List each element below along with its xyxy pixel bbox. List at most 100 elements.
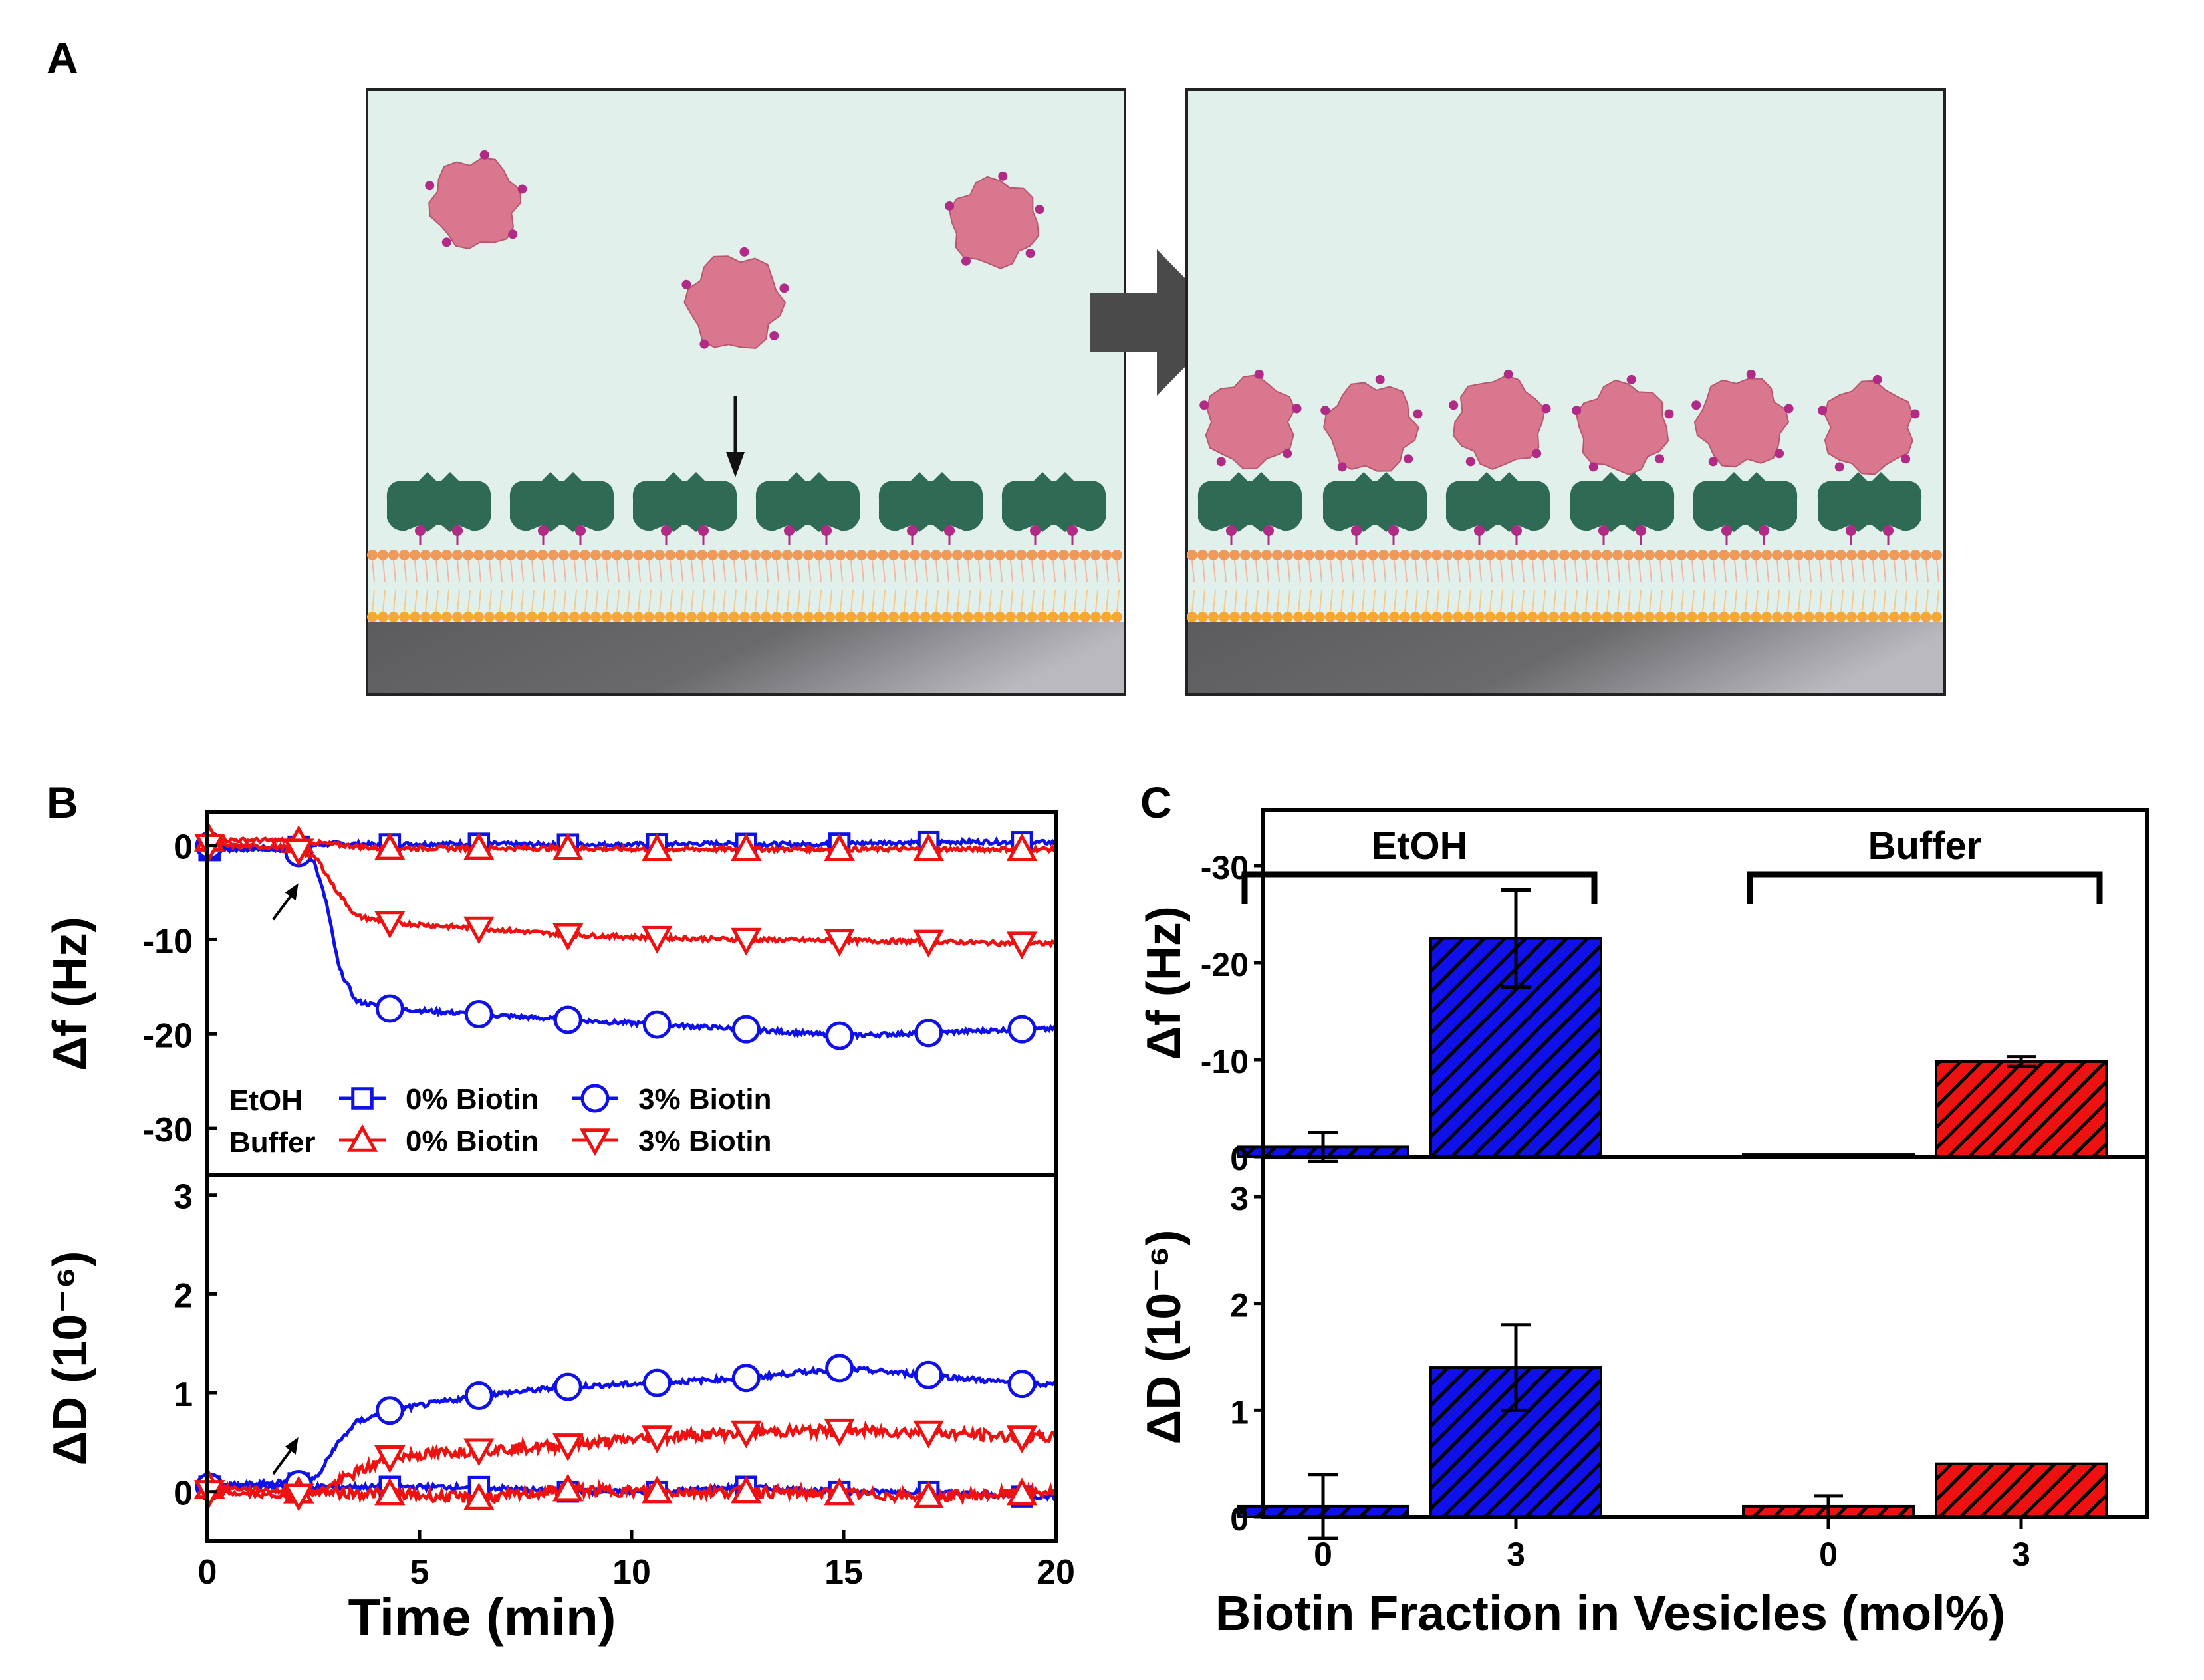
- series-line-triangle-down: [207, 1419, 1058, 1502]
- lipid-head: [1005, 550, 1016, 560]
- lipid-head: [473, 550, 484, 560]
- lipid-head: [1644, 612, 1655, 622]
- lipid-head: [793, 612, 803, 622]
- lipid-head: [846, 550, 856, 560]
- lipid-head: [1921, 550, 1931, 560]
- legend-entry-label: 0% Biotin: [406, 1125, 539, 1157]
- lipid-head: [484, 550, 495, 560]
- lipid-head: [1187, 550, 1197, 560]
- lipid-head: [1336, 612, 1346, 622]
- protein-icon: [1205, 374, 1296, 470]
- lipid-head: [1825, 550, 1836, 560]
- lipid-head: [410, 550, 420, 560]
- lipid-head: [1293, 612, 1304, 622]
- lipid-head: [1197, 612, 1208, 622]
- lipid-head: [1612, 612, 1623, 622]
- data-marker-circle: [464, 999, 493, 1028]
- lipid-head: [1112, 612, 1122, 622]
- lipid-head: [665, 612, 675, 622]
- data-marker-triangle-down: [374, 911, 406, 939]
- lipid-head: [388, 550, 399, 560]
- x-tick-label: 10: [612, 1553, 651, 1592]
- lipid-head: [463, 612, 473, 622]
- lipid-head: [633, 612, 644, 622]
- lipid-head: [1027, 550, 1037, 560]
- panel-c-chart: 0 -10 -20 -30 Δf (Hz) 0 1 2 3 ΔD (10⁻⁶) EtOH Buffer…: [1138, 808, 2149, 1573]
- data-marker-circle: [464, 1381, 493, 1410]
- lipid-head: [558, 612, 569, 622]
- lipid-head: [1485, 550, 1495, 560]
- biotin-icon: [1910, 409, 1920, 419]
- lipid-head: [867, 550, 878, 560]
- y-tick-label: -20: [143, 1017, 193, 1055]
- lipid-head: [1889, 612, 1899, 622]
- lipid-head: [1442, 612, 1453, 622]
- biotin-icon: [1511, 525, 1522, 536]
- lipid-head: [1772, 612, 1782, 622]
- lipid-head: [1506, 550, 1517, 560]
- data-marker-circle: [1007, 1015, 1037, 1044]
- lipid-head: [1400, 550, 1410, 560]
- lipid-head: [1240, 550, 1251, 560]
- lipid-head: [388, 612, 399, 622]
- lipid-head: [1187, 612, 1197, 622]
- lipid-head: [1772, 550, 1782, 560]
- lipid-head: [1910, 550, 1921, 560]
- lipid-head: [1090, 612, 1101, 622]
- lipid-head: [654, 612, 665, 622]
- data-marker-circle: [553, 1372, 582, 1401]
- lipid-head: [1314, 550, 1325, 560]
- data-marker-triangle-down: [1006, 1425, 1038, 1454]
- panel-c-label: C: [1140, 778, 1172, 827]
- data-marker-triangle-down: [552, 1433, 584, 1461]
- group-label: EtOH: [1372, 824, 1468, 868]
- lipid-head: [665, 550, 675, 560]
- lipid-head: [1612, 550, 1623, 560]
- lipid-head: [1251, 550, 1261, 560]
- lipid-head: [1421, 612, 1431, 622]
- lipid-head: [941, 612, 952, 622]
- lipid-head: [761, 612, 771, 622]
- biotin-icon: [1199, 400, 1209, 410]
- lipid-head: [1410, 550, 1421, 560]
- data-marker-triangle-up: [913, 1480, 944, 1508]
- biotin-icon: [1320, 406, 1330, 416]
- lipid-head: [1410, 612, 1421, 622]
- lipid-bilayer-left: [367, 550, 1122, 622]
- data-marker-triangle-down: [1006, 931, 1038, 960]
- lipid-head: [1570, 612, 1580, 622]
- x-category-label: 3: [1507, 1536, 1525, 1573]
- lipid-head: [1208, 550, 1219, 560]
- lipid-head: [931, 612, 941, 622]
- lipid-head: [505, 612, 516, 622]
- lipid-head: [1878, 550, 1889, 560]
- lipid-head: [580, 550, 590, 560]
- lipid-head: [1804, 550, 1814, 560]
- lipid-head: [1846, 550, 1857, 560]
- lipid-head: [1921, 612, 1931, 622]
- lipid-head: [835, 550, 846, 560]
- lipid-head: [1910, 612, 1921, 622]
- lipid-head: [1229, 612, 1240, 622]
- lipid-head: [1719, 612, 1729, 622]
- lipid-head: [867, 612, 878, 622]
- lipid-head: [1357, 550, 1368, 560]
- lipid-head: [1899, 612, 1910, 622]
- y-tick-label: 0: [174, 1475, 193, 1513]
- lipid-head: [1037, 612, 1048, 622]
- lipid-head: [1016, 612, 1027, 622]
- transition-arrow-icon: [1090, 249, 1229, 396]
- schematic-before: [366, 88, 1126, 696]
- x-tick-label: 15: [824, 1553, 863, 1592]
- lipid-head: [803, 550, 814, 560]
- biotin-icon: [1664, 409, 1674, 419]
- biotin-icon: [1404, 454, 1413, 464]
- biotin-icon: [1465, 457, 1475, 467]
- lipid-head: [505, 550, 516, 560]
- data-marker-triangle-up: [346, 1124, 378, 1152]
- data-marker-triangle-down: [579, 1128, 611, 1157]
- lipid-head: [1665, 550, 1676, 560]
- lipid-head: [1293, 550, 1304, 560]
- lipid-head: [856, 550, 867, 560]
- biotin-icon: [1503, 369, 1513, 379]
